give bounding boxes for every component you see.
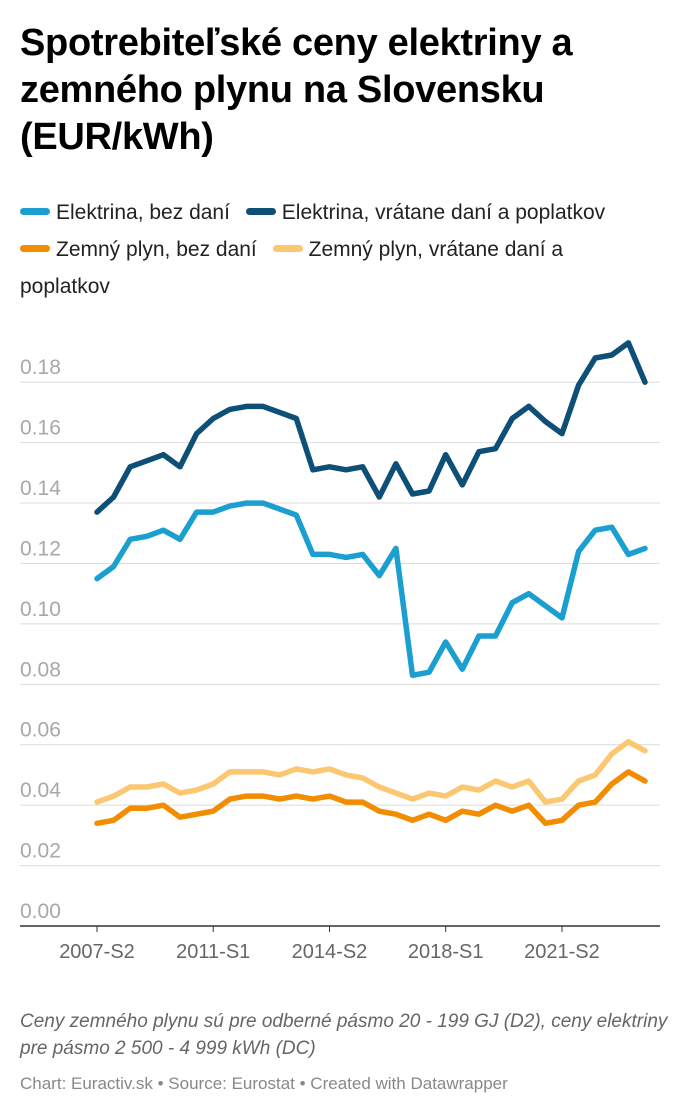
y-axis: 0.00 0.02 0.04 0.06 0.08 0.10 0.12 0.14 0.16 0.18 xyxy=(20,356,61,923)
x-tick-label: 2011-S1 xyxy=(176,941,250,963)
series-lines xyxy=(94,340,648,827)
series-line-1 xyxy=(94,340,648,515)
x-tick-label: 2014-S2 xyxy=(292,941,368,963)
y-tick-label: 0.14 xyxy=(20,477,61,500)
chart-title: Spotrebiteľské ceny elektriny a zemného … xyxy=(20,22,573,158)
y-tick-label: 0.00 xyxy=(20,900,61,923)
legend-item-elektrina-bez-dani: Elektrina, bez daní xyxy=(20,201,230,224)
legend-swatch xyxy=(20,244,50,252)
y-tick-label: 0.04 xyxy=(20,779,61,802)
legend-label: Elektrina, bez daní xyxy=(56,201,230,224)
legend-item-plyn-bez-dani: Zemný plyn, bez daní xyxy=(20,238,257,261)
chart-footer: Chart: Euractiv.sk • Source: Eurostat • … xyxy=(20,1074,508,1093)
y-tick-label: 0.08 xyxy=(20,658,61,681)
y-tick-label: 0.12 xyxy=(20,537,61,560)
x-tick-label: 2018-S1 xyxy=(408,941,484,963)
legend: Elektrina, bez daní Elektrina, vrátane d… xyxy=(20,194,620,305)
x-tick-label: 2007-S2 xyxy=(59,941,135,963)
y-tick-label: 0.10 xyxy=(20,598,61,621)
y-tick-label: 0.18 xyxy=(20,356,61,379)
series-line-2 xyxy=(94,769,648,827)
legend-item-elektrina-vratane-dani: Elektrina, vrátane daní a poplatkov xyxy=(245,201,606,224)
y-tick-label: 0.16 xyxy=(20,417,61,440)
gridlines xyxy=(20,381,660,867)
y-tick-label: 0.02 xyxy=(20,840,61,863)
legend-label: Zemný plyn, bez daní xyxy=(56,238,257,261)
legend-item-plyn-vratane-dani: Zemný plyn, vrátane daní a poplatkov xyxy=(20,238,563,298)
legend-swatch xyxy=(20,207,50,215)
x-tick-label: 2021-S2 xyxy=(524,941,600,963)
chart-note: Ceny zemného plynu sú pre odberné pásmo … xyxy=(20,1011,668,1059)
series-line-0 xyxy=(94,500,648,679)
legend-label: Elektrina, vrátane daní a poplatkov xyxy=(281,201,606,224)
x-axis: 2007-S2 2011-S1 2014-S2 2018-S1 2021-S2 xyxy=(20,925,660,963)
series-line-3 xyxy=(94,738,648,805)
legend-label: Zemný plyn, vrátane daní a poplatkov xyxy=(20,238,564,298)
y-tick-label: 0.06 xyxy=(20,719,61,742)
legend-swatch xyxy=(272,244,303,252)
legend-swatch xyxy=(245,207,276,215)
line-chart: 0.00 0.02 0.04 0.06 0.08 0.10 0.12 0.14 0.16 0.18… xyxy=(20,340,660,963)
